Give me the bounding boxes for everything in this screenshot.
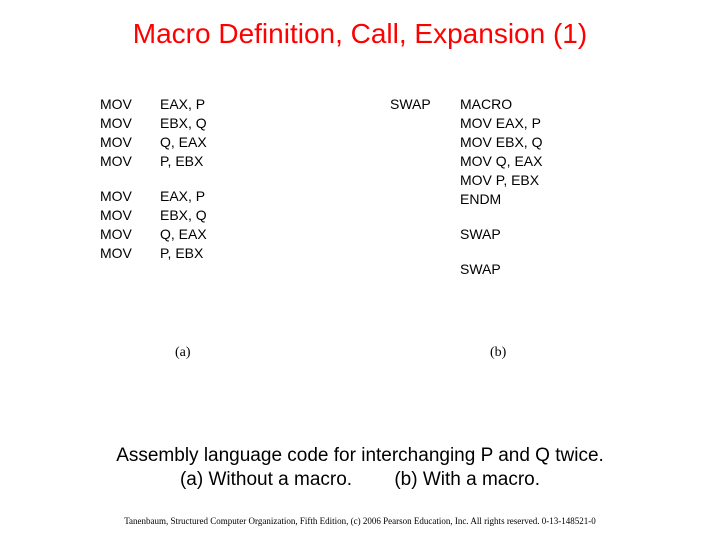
code-line: SWAP xyxy=(390,260,542,279)
code-line: SWAPMACRO xyxy=(390,95,542,114)
code-line: MOV EAX, P xyxy=(390,114,542,133)
code-line: MOVP, EBX xyxy=(100,152,207,171)
label-a: (a) xyxy=(175,345,191,361)
code-line: MOVEBX, Q xyxy=(100,206,207,225)
code-line: MOVP, EBX xyxy=(100,244,207,263)
column-b: SWAPMACRO MOV EAX, P MOV EBX, Q MOV Q, E… xyxy=(390,95,542,279)
code-line: MOV P, EBX xyxy=(390,171,542,190)
label-b: (b) xyxy=(490,345,506,361)
slide-title: Macro Definition, Call, Expansion (1) xyxy=(0,0,720,50)
column-a: MOVEAX, P MOVEBX, Q MOVQ, EAX MOVP, EBX … xyxy=(100,95,207,263)
code-line: MOVEAX, P xyxy=(100,95,207,114)
code-line: ENDM xyxy=(390,190,542,209)
code-line: MOVQ, EAX xyxy=(100,133,207,152)
code-line: MOVEBX, Q xyxy=(100,114,207,133)
code-line: SWAP xyxy=(390,225,542,244)
caption-line2: (a) Without a macro. (b) With a macro. xyxy=(180,469,540,490)
code-line: MOV Q, EAX xyxy=(390,152,542,171)
code-line: MOVEAX, P xyxy=(100,187,207,206)
code-line: MOVQ, EAX xyxy=(100,225,207,244)
caption: Assembly language code for interchanging… xyxy=(0,444,720,492)
footer-citation: Tanenbaum, Structured Computer Organizat… xyxy=(0,516,720,526)
code-line: MOV EBX, Q xyxy=(390,133,542,152)
code-area: MOVEAX, P MOVEBX, Q MOVQ, EAX MOVP, EBX … xyxy=(0,95,720,395)
caption-line1: Assembly language code for interchanging… xyxy=(116,445,604,466)
